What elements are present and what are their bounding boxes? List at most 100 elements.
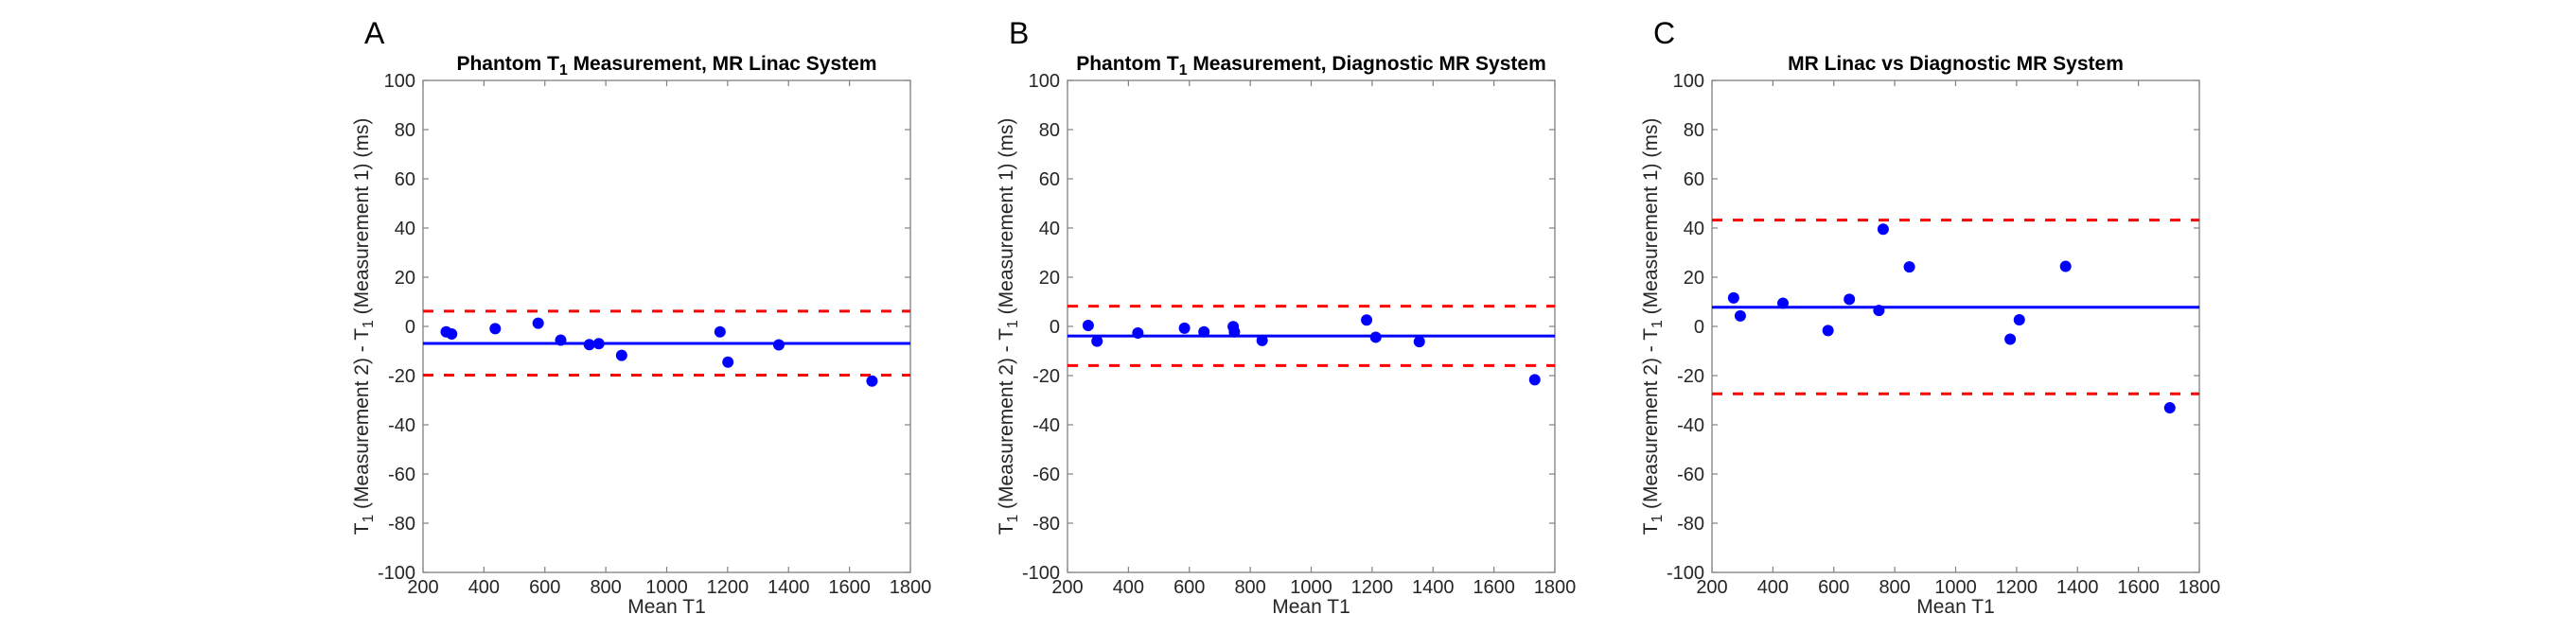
data-point (2013, 313, 2025, 325)
x-tick-label: 1800 (2179, 577, 2221, 598)
data-point (1877, 223, 1889, 236)
x-tick-label: 1600 (2117, 577, 2160, 598)
y-tick-label: -80 (1032, 514, 1060, 535)
data-point (1734, 309, 1746, 322)
data-point (1178, 322, 1191, 334)
data-point (583, 339, 595, 351)
text-part: T (1640, 522, 1662, 535)
data-point (592, 338, 605, 350)
text-part: Measurement, Diagnostic MR System (1187, 53, 1545, 75)
y-tick-label: 60 (395, 169, 415, 190)
text-part: (Measurement 1) (ms) (1640, 118, 1662, 321)
data-point (722, 356, 734, 368)
y-tick-label: -40 (1677, 415, 1704, 436)
x-tick-label: 1200 (1351, 577, 1394, 598)
y-tick-label: 0 (405, 317, 415, 338)
y-tick-label: -20 (1677, 366, 1704, 387)
y-tick-label: -60 (388, 465, 415, 485)
y-tick-label: -100 (378, 563, 415, 584)
text-part: Phantom T (1076, 53, 1179, 75)
x-tick-label: 1600 (828, 577, 871, 598)
data-point (1727, 291, 1739, 304)
panel-letter: B (1009, 16, 1029, 50)
chart-title: Phantom T1 Measurement, MR Linac System (456, 53, 876, 79)
text-part: Phantom T (456, 53, 559, 75)
y-axis-label: T1 (Measurement 2) - T1 (Measurement 1) … (996, 118, 1021, 535)
subscript: 1 (1005, 320, 1021, 328)
data-point (1822, 325, 1834, 337)
x-tick-label: 800 (590, 577, 621, 598)
x-tick-label: 1400 (1412, 577, 1455, 598)
x-tick-label: 1400 (768, 577, 810, 598)
y-tick-label: -40 (388, 415, 415, 436)
x-axis-label: Mean T1 (1916, 596, 1995, 618)
data-point (555, 334, 567, 346)
y-tick-label: 80 (1684, 120, 1704, 141)
y-tick-label: 40 (1684, 219, 1704, 239)
text-part: T (996, 522, 1017, 535)
data-point (1091, 335, 1103, 347)
subscript: 1 (1650, 320, 1666, 328)
subscript: 1 (361, 515, 377, 523)
y-tick-label: 80 (395, 120, 415, 141)
data-point (1256, 334, 1268, 346)
x-tick-label: 400 (1113, 577, 1144, 598)
data-point (2163, 402, 2176, 414)
x-tick-label: 1200 (1996, 577, 2038, 598)
x-tick-label: 1000 (1290, 577, 1332, 598)
x-tick-label: 1400 (2056, 577, 2099, 598)
axes-box (1711, 79, 2200, 573)
subscript: 1 (1179, 62, 1188, 79)
data-point (1132, 327, 1144, 340)
x-tick-label: 600 (1173, 577, 1205, 598)
y-tick-label: -40 (1032, 415, 1060, 436)
text-part: (Measurement 1) (ms) (996, 118, 1017, 321)
x-tick-label: 1200 (707, 577, 750, 598)
text-part: (Measurement 2) - T (1640, 328, 1662, 515)
y-tick-label: -60 (1677, 465, 1704, 485)
data-point (1776, 297, 1789, 309)
data-point (1082, 319, 1094, 331)
data-point (1228, 325, 1241, 338)
data-point (1903, 261, 1915, 273)
text-part: Measurement, MR Linac System (568, 53, 877, 75)
y-tick-label: -20 (388, 366, 415, 387)
y-tick-label: -80 (1677, 514, 1704, 535)
data-point (532, 317, 544, 329)
text-part: MR Linac vs Diagnostic MR System (1788, 53, 2124, 75)
y-tick-label: 40 (395, 219, 415, 239)
data-point (615, 349, 627, 361)
x-tick-label: 1800 (1534, 577, 1577, 598)
text-part: T (351, 522, 373, 535)
data-point (866, 375, 878, 387)
subscript: 1 (559, 62, 568, 79)
data-point (1844, 293, 1856, 306)
y-tick-label: -60 (1032, 465, 1060, 485)
y-tick-label: 60 (1684, 169, 1704, 190)
data-point (1873, 305, 1885, 317)
panel-letter: A (364, 16, 385, 50)
subscript: 1 (1005, 515, 1021, 523)
text-part: (Measurement 2) - T (996, 328, 1017, 515)
y-tick-label: 20 (395, 268, 415, 289)
data-point (772, 339, 785, 351)
x-tick-label: 800 (1234, 577, 1265, 598)
x-tick-label: 800 (1879, 577, 1910, 598)
y-tick-label: 100 (1029, 71, 1060, 92)
y-axis-label: T1 (Measurement 2) - T1 (Measurement 1) … (351, 118, 377, 535)
x-tick-label: 200 (407, 577, 438, 598)
panel-letter: C (1653, 16, 1675, 50)
text-part: (Measurement 2) - T (351, 328, 373, 515)
subscript: 1 (1650, 515, 1666, 523)
y-tick-label: -80 (388, 514, 415, 535)
data-point (1528, 374, 1541, 386)
x-axis-label: Mean T1 (1272, 596, 1350, 618)
data-point (1413, 336, 1425, 348)
text-part: (Measurement 1) (ms) (351, 118, 373, 321)
x-axis-label: Mean T1 (627, 596, 706, 618)
chart-title: Phantom T1 Measurement, Diagnostic MR Sy… (1076, 53, 1546, 79)
